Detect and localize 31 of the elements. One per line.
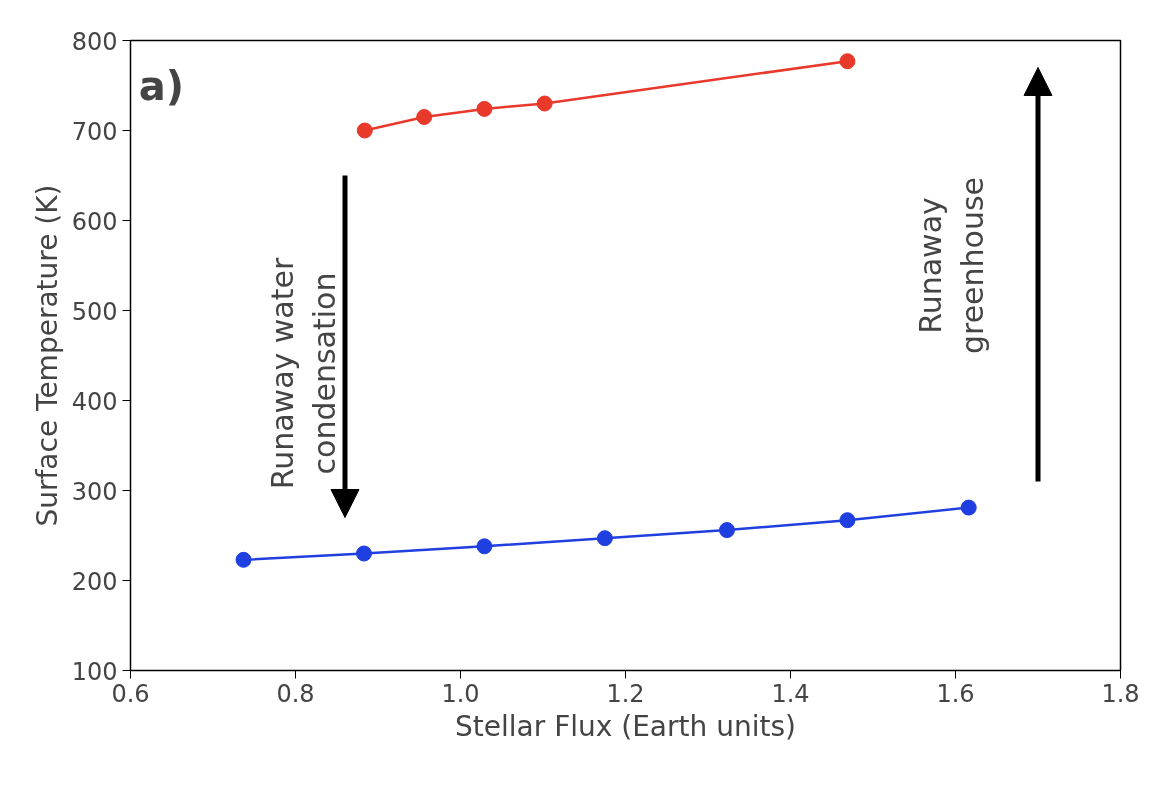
point (536, 95, 553, 112)
x-axis-title: Stellar Flux (Earth units) (455, 709, 796, 743)
x-tick-label: 1.4 (771, 679, 810, 708)
point (476, 100, 493, 117)
y-tick-label: 700 (71, 117, 118, 146)
point (355, 545, 372, 562)
x-tick-label: 1.6 (936, 679, 975, 708)
point (416, 109, 433, 125)
point (476, 538, 493, 555)
annotation: Runaway greenhouse (912, 176, 990, 355)
point (960, 499, 977, 516)
x-tick-label: 1.8 (1101, 679, 1140, 708)
annotation: a) (138, 63, 185, 109)
x-tick-label: 1.0 (441, 679, 480, 708)
y-axis-title: Surface Temperature (K) (30, 184, 64, 527)
x-tick-label: 0.8 (276, 679, 315, 708)
x-tick-label: 0.6 (111, 679, 150, 708)
point (718, 522, 735, 539)
x-tick-label: 1.2 (606, 679, 645, 708)
y-tick-label: 400 (71, 387, 118, 416)
point (839, 53, 856, 70)
point (596, 530, 613, 547)
y-tick-label: 500 (71, 297, 118, 326)
point (839, 512, 856, 529)
y-tick-label: 600 (71, 207, 118, 236)
y-tick-label: 300 (71, 477, 118, 506)
annotation: Runaway water condensation (265, 257, 343, 490)
y-tick-label: 800 (71, 27, 118, 56)
point (356, 122, 373, 139)
y-tick-label: 200 (71, 567, 118, 596)
point (235, 551, 252, 568)
